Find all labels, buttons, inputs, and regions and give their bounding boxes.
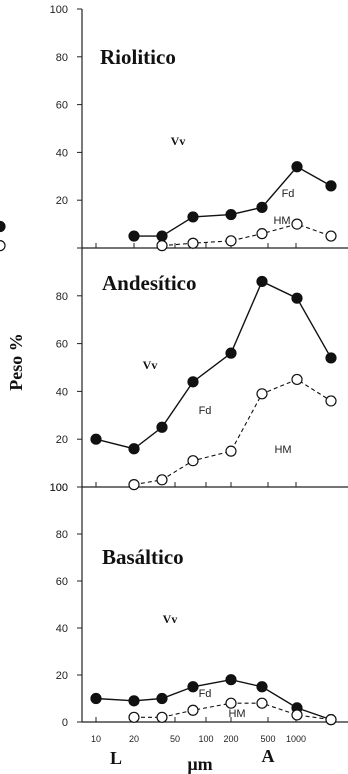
y-tick-label: 100 (50, 482, 68, 494)
data-point-filled (128, 230, 140, 242)
data-point-open (291, 373, 303, 386)
annotation-label: HM (273, 215, 290, 227)
data-point-filled (156, 692, 168, 705)
data-point-filled (128, 695, 140, 707)
y-tick-label: 40 (56, 147, 68, 159)
data-point-open (291, 709, 303, 721)
y-tick-label: 80 (56, 529, 68, 541)
y-tick-label: 20 (56, 670, 68, 682)
x-tick-label: 500 (260, 734, 275, 744)
data-point-open (325, 714, 337, 726)
x-tick-label: 200 (223, 734, 238, 744)
data-point-open (0, 240, 6, 252)
data-point-open (156, 474, 168, 486)
data-point-open (128, 479, 140, 491)
x-tick-label: 20 (129, 734, 139, 744)
data-point-filled (156, 421, 168, 433)
annotation-label: Fd (199, 688, 212, 700)
y-tick-label: 60 (56, 339, 68, 351)
panel-title: Basáltico (102, 545, 184, 569)
data-point-filled (225, 674, 237, 686)
data-point-open (156, 240, 168, 252)
y-tick-label: 80 (56, 291, 68, 303)
data-point-open (256, 697, 268, 709)
data-point-filled (225, 208, 237, 221)
y-tick-label: 20 (56, 195, 68, 207)
y-tick-label: 100 (50, 482, 68, 494)
data-point-open (225, 235, 237, 247)
data-point-open (225, 697, 237, 709)
data-point-open (325, 395, 337, 407)
x-axis-title: µm (187, 754, 212, 774)
data-point-filled (291, 292, 303, 304)
data-point-filled (90, 433, 102, 445)
data-point-open (225, 445, 237, 457)
annotation-label: Fd (282, 188, 295, 200)
x-tick-label: 10 (91, 734, 101, 744)
y-tick-label: 80 (56, 52, 68, 64)
y-tick-label: 20 (56, 434, 68, 446)
annotation-label: HM (274, 444, 291, 456)
series-line-solid (95, 280, 332, 450)
data-point-open (291, 218, 303, 230)
data-point-filled (225, 347, 237, 359)
series-line-dashed (161, 223, 332, 247)
y-tick-label: 60 (56, 100, 68, 112)
annotation-label: Vv (163, 612, 178, 626)
data-point-filled (256, 275, 268, 288)
x-tick-label: 1000 (286, 734, 306, 744)
data-point-open (187, 704, 199, 716)
y-tick-label: 40 (56, 623, 68, 635)
data-point-filled (256, 201, 268, 213)
annotation-label: Vv (143, 358, 158, 372)
annotation-label: HM (228, 708, 245, 720)
data-point-filled (90, 692, 102, 705)
data-point-filled (187, 681, 199, 693)
data-point-filled (291, 161, 303, 173)
data-point-open (325, 230, 337, 242)
data-point-filled (156, 230, 168, 242)
x-tick-label: 50 (170, 734, 180, 744)
data-point-open (187, 455, 199, 467)
data-point-filled (0, 220, 6, 233)
x-end-label: A (262, 746, 275, 766)
data-point-filled (128, 443, 140, 455)
y-tick-label: 100 (50, 4, 68, 16)
data-point-open (128, 711, 140, 723)
y-axis-title: Peso % (6, 333, 26, 391)
data-point-filled (325, 352, 337, 364)
y-tick-label: 0 (62, 717, 68, 729)
panel-title: Andesítico (102, 271, 197, 295)
x-end-label: L (110, 748, 122, 768)
panel-title: Riolitico (100, 45, 176, 69)
x-tick-label: 100 (198, 734, 213, 744)
data-point-filled (187, 211, 199, 223)
y-tick-label: 60 (56, 576, 68, 588)
data-point-open (187, 237, 199, 249)
y-tick-label: 40 (56, 386, 68, 398)
annotation-label: Fd (199, 405, 212, 417)
data-point-open (256, 228, 268, 240)
data-point-filled (325, 180, 337, 192)
data-point-filled (256, 681, 268, 693)
data-point-open (256, 388, 268, 400)
annotation-label: Vv (171, 134, 186, 148)
data-point-open (156, 711, 168, 723)
data-point-filled (187, 376, 199, 388)
